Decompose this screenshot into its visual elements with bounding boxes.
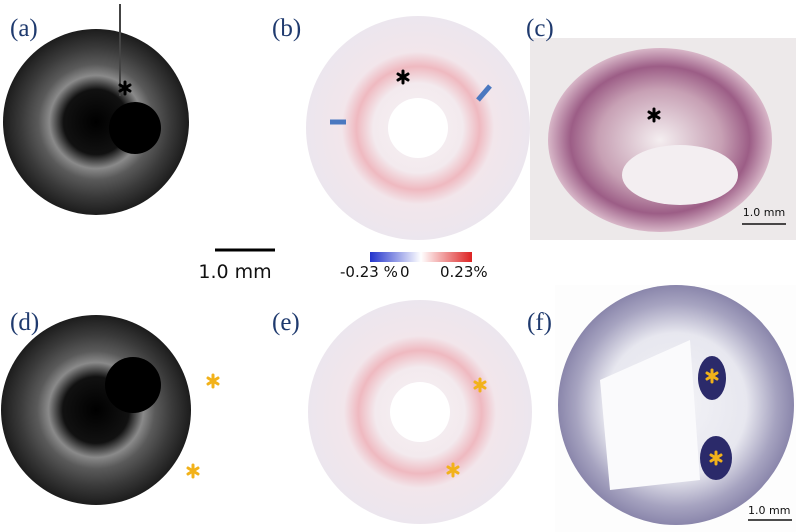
- panel-label: (b): [272, 15, 301, 42]
- scale-label: 1.0 mm: [743, 206, 785, 219]
- panel-c: 1.0 mm (c): [526, 15, 796, 240]
- scale-label: 1.0 mm: [198, 261, 271, 283]
- panel-e: (e): [272, 300, 532, 524]
- colorbar-label: 0: [400, 263, 410, 281]
- panel-label: (f): [527, 309, 552, 336]
- colorbar-label: -0.23 %: [340, 263, 398, 281]
- panel-b: (b): [272, 15, 530, 240]
- panel-label: (c): [526, 15, 554, 42]
- panel-label: (d): [10, 309, 39, 336]
- panel-label: (a): [10, 15, 38, 42]
- panel-f: 1.0 mm (f): [527, 285, 796, 532]
- markers: [118, 69, 723, 479]
- scale-label: 1.0 mm: [748, 504, 790, 517]
- colorbar: [370, 252, 472, 262]
- colorbar-label: 0.23%: [440, 263, 488, 281]
- panel-d: (d): [1, 309, 191, 505]
- panel-label: (e): [272, 309, 300, 336]
- panel-a: (a): [3, 4, 189, 215]
